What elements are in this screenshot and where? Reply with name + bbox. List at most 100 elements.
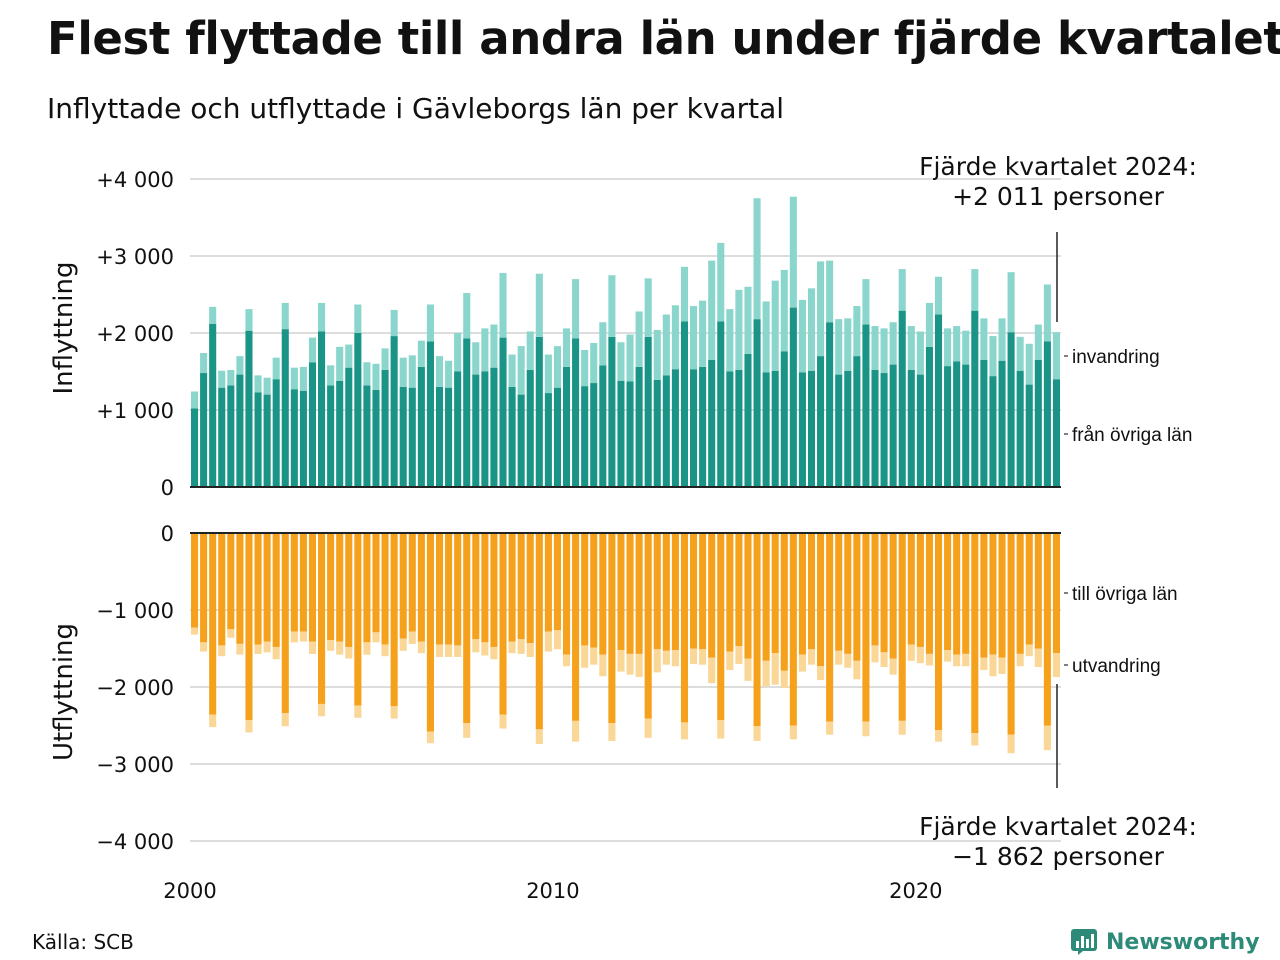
bar-inflow-immigration	[590, 343, 598, 384]
bar-inflow-domestic	[871, 369, 879, 487]
bar-outflow-domestic	[817, 533, 825, 667]
bar-outflow-domestic	[653, 533, 661, 650]
bar-outflow-emigration	[227, 629, 235, 638]
bar-inflow-immigration	[336, 346, 344, 381]
bar-inflow-immigration	[753, 198, 761, 320]
bar-inflow-domestic	[690, 369, 698, 487]
bar-outflow-emigration	[925, 653, 933, 666]
bar-outflow-emigration	[381, 644, 389, 657]
bar-inflow-immigration	[281, 302, 289, 330]
bar-outflow-emigration	[608, 723, 616, 741]
bar-outflow-emigration	[544, 631, 552, 652]
xtick: 2010	[526, 879, 579, 903]
bar-inflow-immigration	[572, 279, 580, 339]
bar-inflow-domestic	[372, 389, 380, 487]
bar-outflow-emigration	[590, 647, 598, 665]
bar-inflow-immigration	[227, 369, 235, 386]
ytick-inflow: +3 000	[96, 245, 174, 269]
bar-outflow-emigration	[962, 653, 970, 667]
bar-outflow-domestic	[998, 533, 1006, 658]
bar-inflow-domestic	[735, 369, 743, 487]
bar-inflow-domestic	[934, 314, 943, 487]
bar-inflow-domestic	[190, 408, 199, 487]
bar-outflow-domestic	[771, 533, 779, 654]
bar-outflow-emigration	[490, 646, 498, 660]
bar-inflow-domestic	[1025, 384, 1033, 487]
bar-inflow-immigration	[998, 318, 1006, 361]
axis-ticks: +4 000 +3 000 +2 000 +1 000 0 0 −1 000 −2 000 −3…	[96, 168, 942, 903]
bar-outflow-emigration	[662, 650, 670, 665]
bar-outflow-emigration	[835, 650, 843, 665]
bar-inflow-immigration	[1025, 343, 1033, 385]
bar-outflow-emigration	[980, 657, 988, 671]
bar-outflow-domestic	[744, 533, 752, 659]
bar-outflow-domestic	[690, 533, 698, 649]
bar-outflow-emigration	[526, 643, 534, 657]
bar-outflow-emigration	[635, 653, 643, 677]
bar-outflow-emigration	[272, 646, 280, 660]
bar-inflow-domestic	[980, 359, 988, 487]
bar-outflow-emigration	[844, 653, 852, 668]
bar-outflow-emigration	[200, 642, 208, 652]
bar-outflow-emigration	[998, 657, 1006, 674]
bar-inflow-immigration	[299, 366, 307, 391]
bar-outflow-domestic	[608, 533, 616, 724]
bar-inflow-immigration	[889, 322, 897, 365]
bar-outflow-emigration	[971, 733, 979, 746]
bar-outflow-domestic	[526, 533, 534, 644]
bar-outflow-emigration	[916, 646, 924, 664]
bar-outflow-domestic	[435, 533, 444, 645]
bar-inflow-domestic	[798, 372, 806, 487]
bar-inflow-immigration	[644, 278, 652, 337]
bar-inflow-domestic	[227, 385, 235, 487]
bar-outflow-domestic	[254, 533, 262, 645]
bar-inflow-domestic	[435, 386, 444, 487]
bar-outflow-emigration	[363, 642, 371, 655]
bar-inflow-domestic	[572, 338, 580, 487]
bar-inflow-immigration	[826, 260, 834, 323]
bar-outflow-emigration	[1052, 653, 1061, 677]
bar-inflow-immigration	[944, 328, 952, 367]
bar-inflow-domestic	[445, 387, 453, 487]
series-label-out-domestic: till övriga län	[1072, 584, 1178, 605]
ytick-outflow: −4 000	[96, 830, 174, 854]
bar-outflow-emigration	[517, 639, 525, 654]
bar-inflow-domestic	[599, 365, 607, 487]
bar-outflow-domestic	[1034, 533, 1042, 649]
bar-outflow-domestic	[299, 533, 307, 632]
bar-inflow-domestic	[426, 341, 434, 487]
bar-outflow-domestic	[889, 533, 897, 659]
bar-inflow-immigration	[844, 318, 852, 371]
bar-outflow-domestic	[472, 533, 480, 640]
bar-inflow-immigration	[517, 346, 525, 395]
bar-outflow-emigration	[953, 654, 961, 667]
bar-outflow-domestic	[853, 533, 861, 661]
bar-inflow-immigration	[463, 292, 471, 339]
bar-outflow-emigration	[862, 721, 870, 737]
bar-outflow-emigration	[435, 644, 444, 657]
bar-outflow-domestic	[980, 533, 988, 658]
bar-outflow-domestic	[535, 533, 543, 730]
bar-inflow-domestic	[962, 364, 970, 487]
ytick-inflow: +4 000	[96, 168, 174, 192]
bar-outflow-emigration	[853, 660, 861, 680]
bar-outflow-domestic	[862, 533, 870, 722]
bar-inflow-domestic	[281, 329, 289, 487]
bar-outflow-domestic	[617, 533, 625, 651]
inflow-bars	[190, 196, 1061, 487]
bar-outflow-emigration	[426, 731, 434, 744]
bar-outflow-emigration	[626, 653, 634, 675]
bar-inflow-immigration	[526, 331, 534, 370]
bar-inflow-immigration	[835, 319, 843, 375]
bar-inflow-domestic	[835, 374, 843, 487]
ytick-outflow: −1 000	[96, 599, 174, 623]
bar-outflow-emigration	[318, 703, 326, 717]
bar-outflow-domestic	[572, 533, 580, 721]
bar-inflow-immigration	[544, 354, 552, 394]
bar-outflow-emigration	[671, 650, 679, 667]
bar-outflow-domestic	[907, 533, 915, 645]
bar-outflow-emigration	[744, 658, 752, 681]
bar-outflow-domestic	[517, 533, 525, 640]
bar-outflow-emigration	[753, 726, 761, 741]
